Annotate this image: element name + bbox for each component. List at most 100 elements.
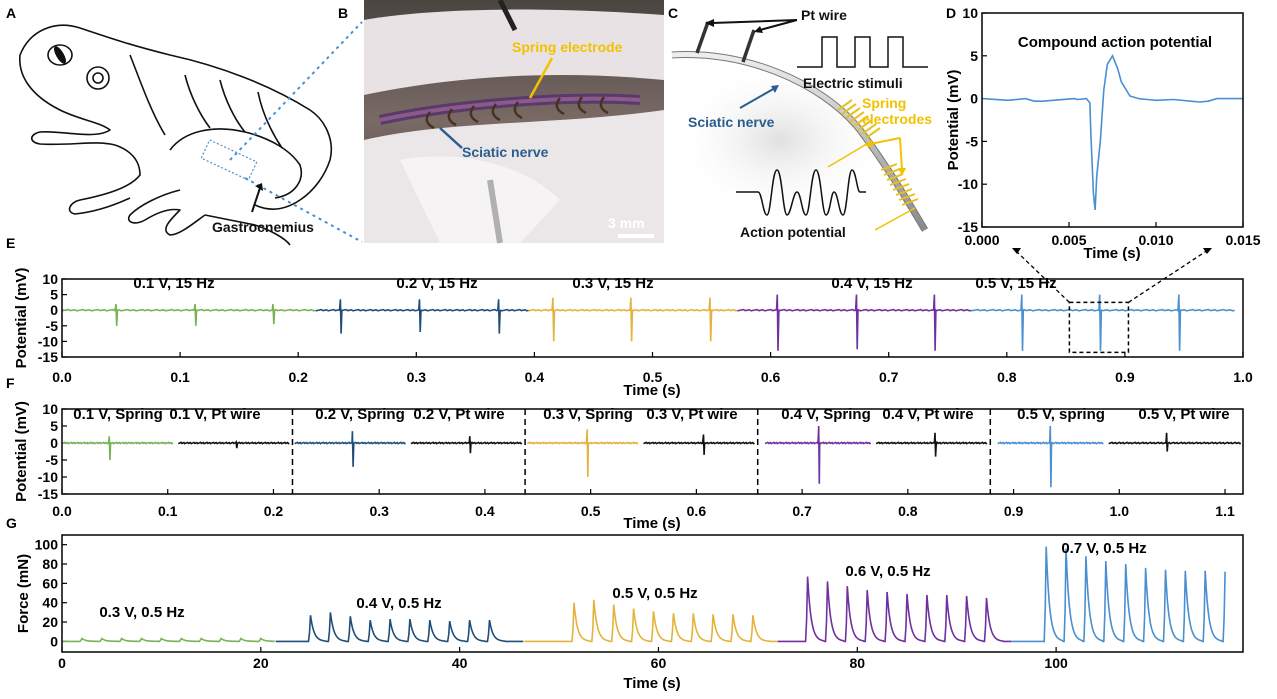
x-tick-label: 0.3	[369, 503, 389, 519]
series-label: 0.5 V, spring	[1017, 406, 1105, 423]
series-trace	[315, 299, 529, 334]
x-tick-label: 0.9	[1004, 503, 1024, 519]
y-axis-title: Force (mN)	[15, 554, 32, 633]
surgical-photo	[364, 0, 664, 244]
series-label: 0.3 V, Pt wire	[646, 406, 737, 423]
x-tick-label: 0.1	[158, 503, 178, 519]
x-axis-title: Time (s)	[1083, 245, 1140, 262]
y-tick-label: 0	[50, 633, 58, 649]
series-label: 0.5 V, Pt wire	[1138, 406, 1229, 423]
series-trace	[526, 429, 639, 478]
series-trace	[1011, 546, 1226, 643]
y-tick-label: -10	[958, 176, 978, 192]
scale-bar	[618, 234, 654, 238]
x-axis-title: Time (s)	[623, 382, 680, 399]
series-trace	[643, 434, 755, 455]
plot-frame	[61, 534, 1244, 653]
zoom-link-line	[244, 177, 363, 243]
series-label: 0.4 V, Pt wire	[882, 406, 973, 423]
spring-electrode-label: Spring electrode	[512, 39, 623, 55]
y-tick-label: 10	[962, 5, 978, 21]
series-trace	[971, 294, 1235, 351]
y-tick-label: 10	[42, 401, 58, 417]
x-tick-label: 1.1	[1215, 503, 1235, 519]
sciatic-nerve-diagram-label: Sciatic nerve	[688, 114, 775, 130]
series-trace	[981, 54, 1243, 210]
series-label: 0.1 V, 15 Hz	[133, 275, 214, 292]
series-trace	[61, 436, 174, 461]
y-tick-label: -5	[966, 133, 979, 149]
y-tick-label: -15	[38, 486, 58, 502]
x-tick-label: 0.5	[581, 503, 601, 519]
y-tick-label: -5	[46, 452, 59, 468]
arrow-icon	[439, 127, 463, 149]
panel-label-e: E	[6, 235, 15, 251]
x-tick-label: 0.9	[1115, 369, 1135, 385]
x-tick-label: 20	[253, 655, 269, 671]
arrow-icon	[528, 57, 554, 99]
x-tick-label: 0.8	[997, 369, 1017, 385]
x-tick-label: 0.000	[964, 232, 999, 248]
plot-frame	[981, 12, 1244, 228]
series-label: 0.2 V, Spring	[315, 406, 404, 423]
series-trace	[737, 294, 972, 351]
x-tick-label: 0.7	[792, 503, 812, 519]
zoom-link-line	[1014, 249, 1070, 303]
x-tick-label: 0.3	[407, 369, 427, 385]
series-label: 0.2 V, 15 Hz	[396, 275, 477, 292]
x-tick-label: 60	[651, 655, 667, 671]
series-trace	[177, 439, 290, 449]
y-tick-label: 20	[42, 614, 58, 630]
x-tick-label: 0.1	[170, 369, 190, 385]
zoom-link-line	[229, 21, 363, 161]
x-tick-label: 100	[1044, 655, 1068, 671]
panel-label-b: B	[338, 5, 348, 21]
y-tick-label: -10	[38, 469, 58, 485]
plot-frame	[61, 278, 1244, 358]
y-axis-title: Potential (mV)	[945, 70, 962, 171]
series-label: 0.3 V, Spring	[543, 406, 632, 423]
nerve-region-box	[200, 139, 258, 181]
x-tick-label: 0.0	[52, 369, 72, 385]
y-tick-label: -5	[46, 318, 59, 334]
y-tick-label: -15	[958, 219, 978, 235]
chart-f: 0.0 0.1 0.2 0.3 0.4 0.5 0.6 0.7 0.8 0.9 1.0 1.11050…	[13, 401, 1244, 532]
arrowhead-icon	[1012, 248, 1021, 254]
y-tick-label: 60	[42, 575, 58, 591]
sciatic-nerve-label: Sciatic nerve	[462, 144, 549, 160]
x-tick-label: 1.0	[1233, 369, 1253, 385]
series-trace	[1108, 432, 1242, 452]
y-tick-label: 5	[970, 48, 978, 64]
x-tick-label: 0.4	[475, 503, 495, 519]
series-trace	[764, 425, 872, 484]
zoom-link-line	[1128, 249, 1209, 303]
series-label: 0.4 V, Spring	[781, 406, 870, 423]
electric-stimuli-label: Electric stimuli	[803, 75, 903, 91]
series-label: 0.2 V, Pt wire	[413, 406, 504, 423]
chart-title: Compound action potential	[1018, 34, 1212, 51]
series-trace	[875, 432, 988, 457]
series-trace	[61, 303, 317, 326]
x-tick-label: 0.2	[264, 503, 284, 519]
pt-wire-label: Pt wire	[801, 7, 847, 23]
spring-label: Spring	[862, 95, 906, 111]
panel-label-f: F	[6, 375, 15, 391]
series-trace	[997, 425, 1104, 488]
y-tick-label: 10	[42, 271, 58, 287]
x-tick-label: 80	[849, 655, 865, 671]
x-tick-label: 0.6	[761, 369, 781, 385]
series-trace	[528, 297, 738, 342]
arrowhead-icon	[255, 183, 263, 191]
zoom-box	[1068, 301, 1130, 354]
series-trace	[275, 612, 524, 643]
stimulus-waveform	[797, 36, 928, 68]
x-tick-label: 0.8	[898, 503, 918, 519]
series-trace	[62, 637, 275, 643]
y-tick-label: -15	[38, 349, 58, 365]
x-axis-title: Time (s)	[623, 515, 680, 532]
y-axis-title: Potential (mV)	[13, 401, 30, 502]
x-tick-label: 0.2	[288, 369, 308, 385]
